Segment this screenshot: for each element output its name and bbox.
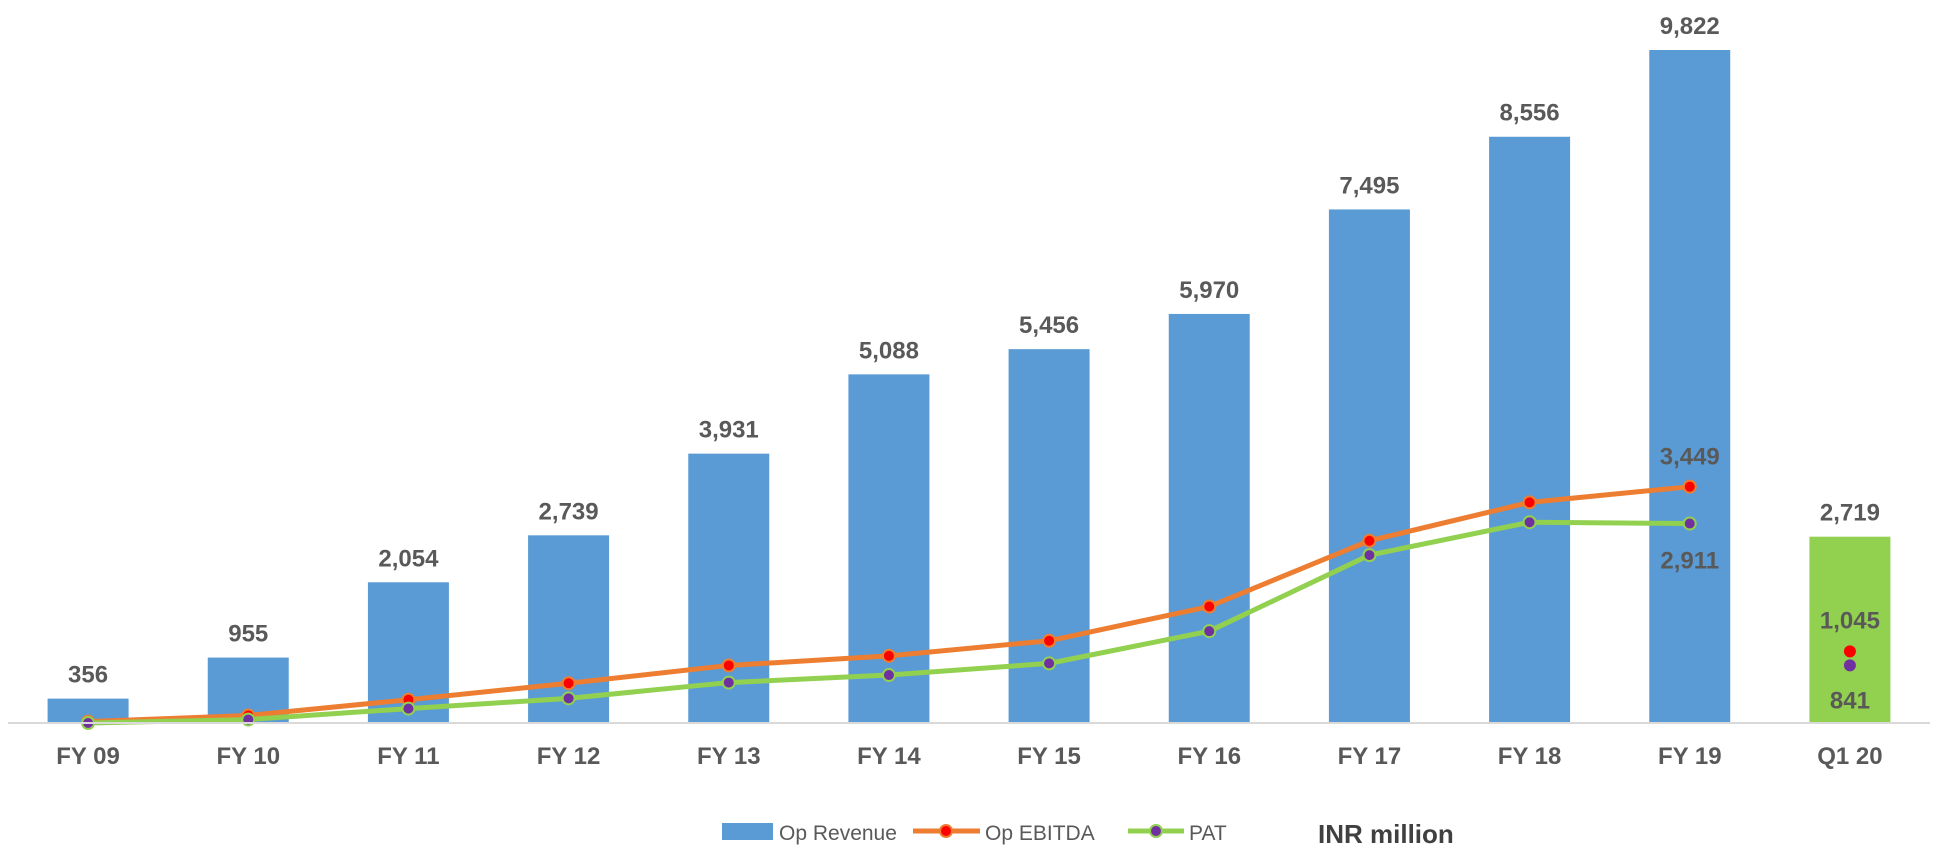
marker-op-ebitda [1202,599,1217,614]
bar-value-label: 3,931 [699,417,759,444]
bar-fy-14 [848,374,930,723]
bar-value-label: 9,822 [1660,13,1720,40]
marker-pat [401,701,416,716]
x-tick-label: FY 09 [56,743,120,770]
marker-pat [1522,515,1537,530]
legend-swatch-op-revenue [722,823,773,840]
bar-value-label: 8,556 [1500,100,1560,127]
marker-pat [561,691,576,706]
bar-value-label: 2,054 [378,545,439,572]
bar-value-label: 955 [228,621,268,648]
legend: Op Revenue Op EBITDA PAT [722,822,1227,845]
line-value-label: 1,045 [1820,607,1880,634]
marker-pat [1042,656,1057,671]
marker-op-ebitda [1682,479,1697,494]
marker-pat [1682,516,1697,531]
x-tick-label: FY 18 [1498,743,1562,770]
bar-fy-19 [1649,50,1731,723]
line-value-label: 2,911 [1660,548,1719,575]
x-tick-label: FY 15 [1017,743,1081,770]
bar-fy-17 [1328,209,1410,724]
bar-value-label: 5,456 [1019,312,1079,339]
legend-marker-op-ebitda [939,824,953,838]
x-tick-label: FY 14 [857,743,921,770]
marker-op-ebitda [1042,633,1057,648]
unit-label: INR million [1318,819,1454,849]
legend-label-op-ebitda: Op EBITDA [985,822,1095,845]
x-tick-label: FY 19 [1658,743,1722,770]
legend-label-op-revenue: Op Revenue [779,822,897,845]
legend-label-pat: PAT [1189,822,1227,845]
marker-pat [881,668,896,683]
marker-op-ebitda [561,676,576,691]
line-value-label: 841 [1830,687,1870,714]
marker-op-ebitda [1362,533,1377,548]
marker-pat [1362,548,1377,563]
x-tick-label: FY 12 [537,743,601,770]
line-value-label: 3,449 [1660,444,1720,471]
bar-value-label: 2,739 [539,498,599,525]
marker-op-ebitda [881,648,896,663]
x-tick-label: FY 16 [1177,743,1241,770]
x-tick-label: FY 11 [377,743,439,770]
bars-layer [47,50,1891,724]
bar-fy-16 [1168,313,1250,723]
bar-value-label: 7,495 [1339,172,1399,199]
marker-op-ebitda [1843,645,1856,658]
marker-op-ebitda [1522,495,1537,510]
marker-pat [1843,659,1856,672]
x-tick-labels: FY 09 FY 10 FY 11 FY 12 FY 13 FY 14 FY 15 FY 16… [56,743,1882,770]
bar-value-label: 356 [68,662,108,689]
legend-marker-pat [1149,824,1163,838]
marker-pat [721,675,736,690]
bar-q1-20 [1809,536,1891,723]
bar-fy-18 [1489,136,1571,724]
x-tick-label: FY 10 [216,743,280,770]
bar-value-label: 2,719 [1820,500,1880,527]
marker-pat [1202,624,1217,639]
x-tick-label: FY 13 [697,743,761,770]
bar-value-label: 5,088 [859,337,919,364]
x-tick-label: Q1 20 [1817,743,1882,770]
data-labels-layer: 356 955 2,054 2,739 3,931 5,088 5,456 5,970 7,49… [68,13,1880,714]
x-tick-label: FY 17 [1338,743,1402,770]
lines-layer [81,479,1856,730]
marker-op-ebitda [721,658,736,673]
bar-value-label: 5,970 [1179,277,1239,304]
